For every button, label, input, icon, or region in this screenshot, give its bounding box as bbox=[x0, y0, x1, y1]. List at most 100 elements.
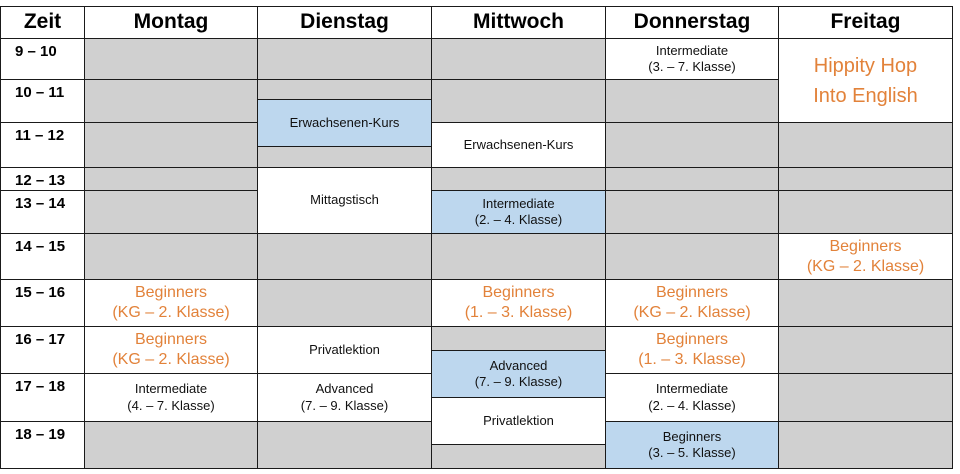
event-thu-beginners-1-line-2: (KG – 2. Klasse) bbox=[633, 304, 751, 321]
slot-empty bbox=[778, 190, 953, 234]
event-fri-hippity-hop-line-2: Into English bbox=[813, 84, 918, 107]
event-wed-erwachsenen-line-1: Erwachsenen-Kurs bbox=[463, 136, 574, 152]
event-wed-intermediate: Intermediate (2. – 4. Klasse) bbox=[431, 190, 606, 234]
time-slot: 17 – 18 bbox=[0, 373, 85, 422]
time-slot: 12 – 13 bbox=[0, 167, 85, 191]
event-wed-privatlektion: Privatlektion bbox=[431, 397, 606, 445]
event-tue-privatlektion-text: Privatlektion bbox=[309, 342, 380, 358]
event-tue-erwachsenen: Erwachsenen-Kurs bbox=[257, 99, 432, 147]
slot-empty bbox=[605, 167, 779, 191]
event-wed-intermediate-line-1: Intermediate bbox=[482, 195, 555, 211]
slot-empty bbox=[84, 190, 258, 234]
slot-empty bbox=[257, 279, 432, 327]
event-thu-beginners-1-line-1: Beginners bbox=[655, 284, 729, 301]
time-slot: 11 – 12 bbox=[0, 122, 85, 168]
event-mon-beginners-2-line-2: (KG – 2. Klasse) bbox=[112, 351, 230, 368]
event-mon-beginners-2-text: Beginners (KG – 2. Klasse) bbox=[112, 330, 229, 370]
slot-empty bbox=[431, 233, 606, 280]
slot-empty bbox=[605, 122, 779, 168]
header-time: Zeit bbox=[0, 6, 85, 39]
header-dienstag: Dienstag bbox=[257, 6, 432, 39]
event-fri-hippity-hop-text: Hippity Hop Into English bbox=[813, 51, 918, 111]
event-tue-mittagstisch-text: Mittagstisch bbox=[310, 192, 379, 208]
event-wed-beginners: Beginners (1. – 3. Klasse) bbox=[431, 279, 606, 327]
event-mon-intermediate-text: Intermediate (4. – 7. Klasse) bbox=[127, 381, 214, 414]
slot-empty bbox=[778, 373, 953, 422]
event-thu-beginners-1: Beginners (KG – 2. Klasse) bbox=[605, 279, 779, 327]
event-mon-intermediate: Intermediate (4. – 7. Klasse) bbox=[84, 373, 258, 422]
event-wed-intermediate-line-2: (2. – 4. Klasse) bbox=[474, 212, 563, 227]
event-thu-intermediate-2-line-1: Intermediate bbox=[655, 381, 729, 397]
event-wed-erwachsenen: Erwachsenen-Kurs bbox=[431, 122, 606, 168]
slot-empty bbox=[84, 421, 258, 469]
slot-empty bbox=[431, 38, 606, 80]
slot-empty bbox=[605, 233, 779, 280]
event-mon-beginners-1: Beginners (KG – 2. Klasse) bbox=[84, 279, 258, 327]
event-thu-beginners-3-text: Beginners (3. – 5. Klasse) bbox=[648, 429, 735, 462]
event-thu-beginners-3-line-2: (3. – 5. Klasse) bbox=[648, 445, 736, 460]
event-fri-hippity-hop: Hippity Hop Into English bbox=[778, 38, 953, 123]
time-slot: 9 – 10 bbox=[0, 38, 85, 80]
slot-empty bbox=[84, 38, 258, 80]
event-wed-erwachsenen-text: Erwachsenen-Kurs bbox=[464, 137, 574, 153]
event-tue-advanced-text: Advanced (7. – 9. Klasse) bbox=[301, 381, 388, 414]
slot-empty bbox=[778, 326, 953, 374]
event-tue-privatlektion-line-1: Privatlektion bbox=[309, 341, 380, 357]
event-thu-beginners-2-line-2: (1. – 3. Klasse) bbox=[638, 351, 746, 368]
event-thu-beginners-2: Beginners (1. – 3. Klasse) bbox=[605, 326, 779, 374]
slot-empty bbox=[778, 279, 953, 327]
event-mon-beginners-2-line-1: Beginners bbox=[134, 331, 208, 348]
event-mon-beginners-1-line-1: Beginners bbox=[134, 284, 208, 301]
slot-empty bbox=[257, 79, 432, 100]
event-fri-beginners-text: Beginners (KG – 2. Klasse) bbox=[807, 237, 924, 277]
slot-empty bbox=[84, 233, 258, 280]
event-thu-beginners-1-text: Beginners (KG – 2. Klasse) bbox=[633, 283, 750, 323]
event-fri-beginners-line-2: (KG – 2. Klasse) bbox=[806, 257, 925, 275]
event-thu-intermediate-2-text: Intermediate (2. – 4. Klasse) bbox=[648, 381, 735, 414]
event-thu-beginners-3-line-1: Beginners bbox=[662, 428, 722, 444]
time-slot: 13 – 14 bbox=[0, 190, 85, 234]
event-tue-erwachsenen-text: Erwachsenen-Kurs bbox=[290, 115, 400, 131]
event-wed-advanced-line-2: (7. – 9. Klasse) bbox=[474, 374, 563, 389]
time-slot: 16 – 17 bbox=[0, 326, 85, 374]
event-mon-beginners-2: Beginners (KG – 2. Klasse) bbox=[84, 326, 258, 374]
event-thu-intermediate-1-text: Intermediate (3. – 7. Klasse) bbox=[648, 43, 735, 76]
event-tue-advanced: Advanced (7. – 9. Klasse) bbox=[257, 373, 432, 422]
event-wed-advanced: Advanced (7. – 9. Klasse) bbox=[431, 350, 606, 398]
event-wed-beginners-text: Beginners (1. – 3. Klasse) bbox=[465, 283, 573, 323]
time-slot: 14 – 15 bbox=[0, 233, 85, 280]
slot-empty bbox=[778, 167, 953, 191]
event-wed-privatlektion-text: Privatlektion bbox=[483, 413, 554, 429]
time-slot: 10 – 11 bbox=[0, 79, 85, 123]
slot-empty bbox=[431, 167, 606, 191]
event-fri-hippity-hop-line-1: Hippity Hop bbox=[813, 54, 918, 77]
header-montag: Montag bbox=[84, 6, 258, 39]
slot-empty bbox=[778, 421, 953, 469]
event-thu-beginners-3: Beginners (3. – 5. Klasse) bbox=[605, 421, 779, 469]
event-tue-erwachsenen-line-1: Erwachsenen-Kurs bbox=[289, 114, 400, 130]
slot-empty bbox=[257, 421, 432, 469]
event-thu-intermediate-2-line-2: (2. – 4. Klasse) bbox=[648, 397, 736, 413]
event-tue-mittagstisch-line-1: Mittagstisch bbox=[310, 192, 379, 208]
event-fri-beginners: Beginners (KG – 2. Klasse) bbox=[778, 233, 953, 280]
event-thu-intermediate-2: Intermediate (2. – 4. Klasse) bbox=[605, 373, 779, 422]
time-slot: 18 – 19 bbox=[0, 421, 85, 469]
event-wed-advanced-text: Advanced (7. – 9. Klasse) bbox=[475, 358, 562, 391]
header-freitag: Freitag bbox=[778, 6, 953, 39]
event-thu-intermediate-1-line-1: Intermediate bbox=[655, 42, 729, 58]
event-tue-advanced-line-2: (7. – 9. Klasse) bbox=[300, 397, 389, 413]
slot-empty bbox=[257, 233, 432, 280]
slot-empty bbox=[84, 167, 258, 191]
event-wed-advanced-line-1: Advanced bbox=[489, 357, 548, 373]
event-thu-intermediate-1: Intermediate (3. – 7. Klasse) bbox=[605, 38, 779, 80]
event-thu-intermediate-1-line-2: (3. – 7. Klasse) bbox=[648, 59, 736, 74]
event-wed-beginners-line-2: (1. – 3. Klasse) bbox=[464, 304, 573, 321]
event-wed-intermediate-text: Intermediate (2. – 4. Klasse) bbox=[475, 196, 562, 229]
event-wed-beginners-line-1: Beginners bbox=[482, 284, 555, 301]
event-wed-privatlektion-line-1: Privatlektion bbox=[483, 412, 554, 428]
event-mon-intermediate-line-1: Intermediate bbox=[134, 381, 208, 397]
header-mittwoch: Mittwoch bbox=[431, 6, 606, 39]
slot-empty bbox=[605, 79, 779, 123]
header-donnerstag: Donnerstag bbox=[605, 6, 779, 39]
